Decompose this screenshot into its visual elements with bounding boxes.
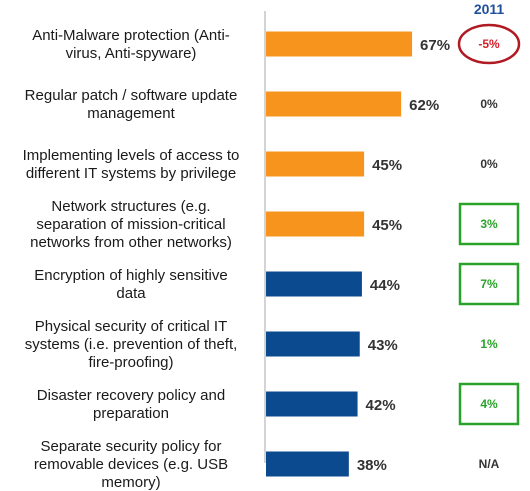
value-label: 43%: [368, 337, 398, 354]
category-label: Implementing levels of access to differen…: [23, 147, 240, 182]
negative-change-highlight: [457, 23, 521, 65]
category-label: Physical security of critical IT systems …: [25, 318, 238, 371]
bar: [266, 331, 360, 357]
change-label: -5%: [478, 37, 500, 51]
value-label: 45%: [372, 157, 402, 174]
change-label: 0%: [480, 157, 498, 171]
category-label: Regular patch / software update managemen…: [25, 87, 238, 122]
change-column-header: 2011: [474, 1, 505, 17]
bar: [266, 91, 402, 117]
bar: [266, 211, 365, 237]
change-label: N/A: [479, 457, 500, 471]
change-label: 4%: [480, 397, 498, 411]
positive-change-highlight: [458, 202, 520, 246]
value-label: 62%: [409, 97, 439, 114]
chart-marks: 67% Anti-Malware protection (Anti-virus, …: [23, 23, 521, 491]
bar: [266, 31, 413, 57]
value-label: 45%: [372, 217, 402, 234]
bar: [266, 271, 362, 297]
change-label: 7%: [480, 277, 498, 291]
category-label: Disaster recovery policy and preparation: [37, 387, 225, 422]
category-label: Network structures (e.g. separation of mi…: [30, 198, 232, 251]
change-label: 0%: [480, 97, 498, 111]
value-label: 42%: [366, 397, 396, 414]
value-label: 44%: [370, 277, 400, 294]
category-label: Separate security policy for removable de…: [34, 438, 228, 491]
value-label: 38%: [357, 457, 387, 474]
bar: [266, 151, 365, 177]
bar: [266, 451, 349, 477]
positive-change-highlight: [458, 262, 520, 306]
change-label: 1%: [480, 337, 498, 351]
change-label: 3%: [480, 217, 498, 231]
category-label: Anti-Malware protection (Anti-virus, Ant…: [32, 27, 230, 62]
category-label: Encryption of highly sensitive data: [34, 267, 227, 302]
bar: [266, 391, 358, 417]
positive-change-highlight: [458, 382, 520, 426]
value-label: 67%: [420, 37, 450, 54]
